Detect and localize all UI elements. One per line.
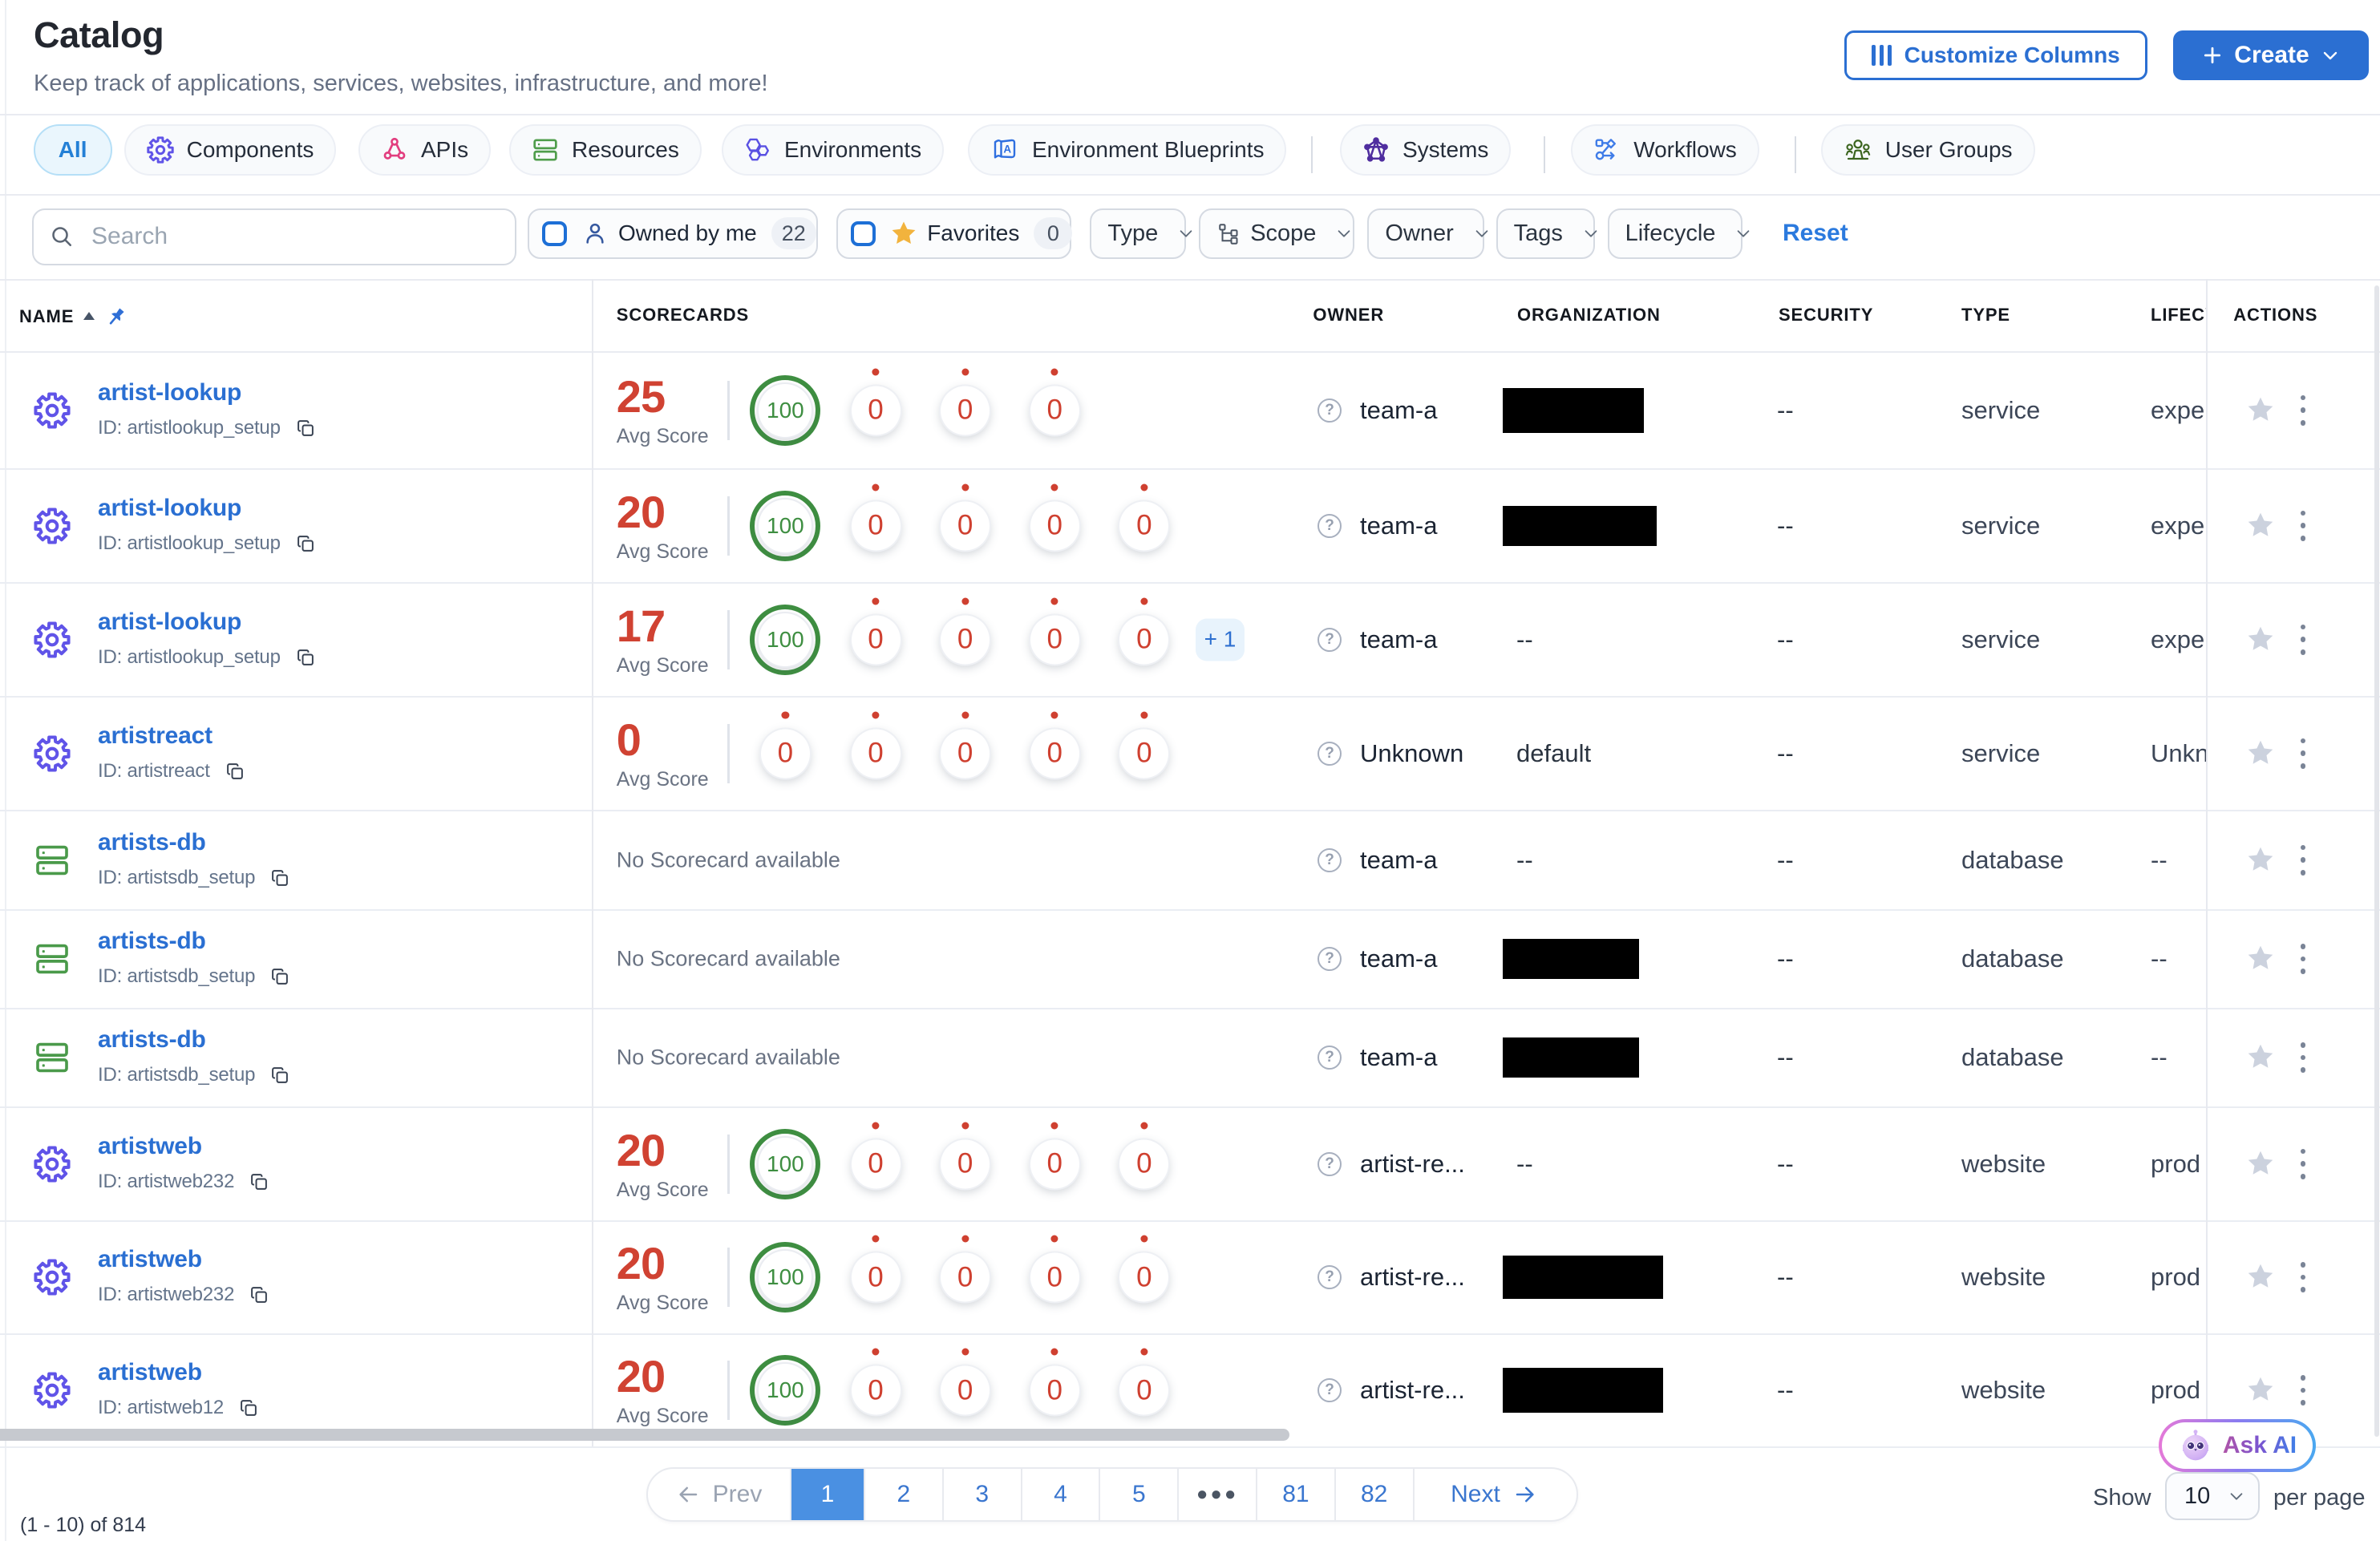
svg-text:A: A: [1003, 143, 1011, 155]
